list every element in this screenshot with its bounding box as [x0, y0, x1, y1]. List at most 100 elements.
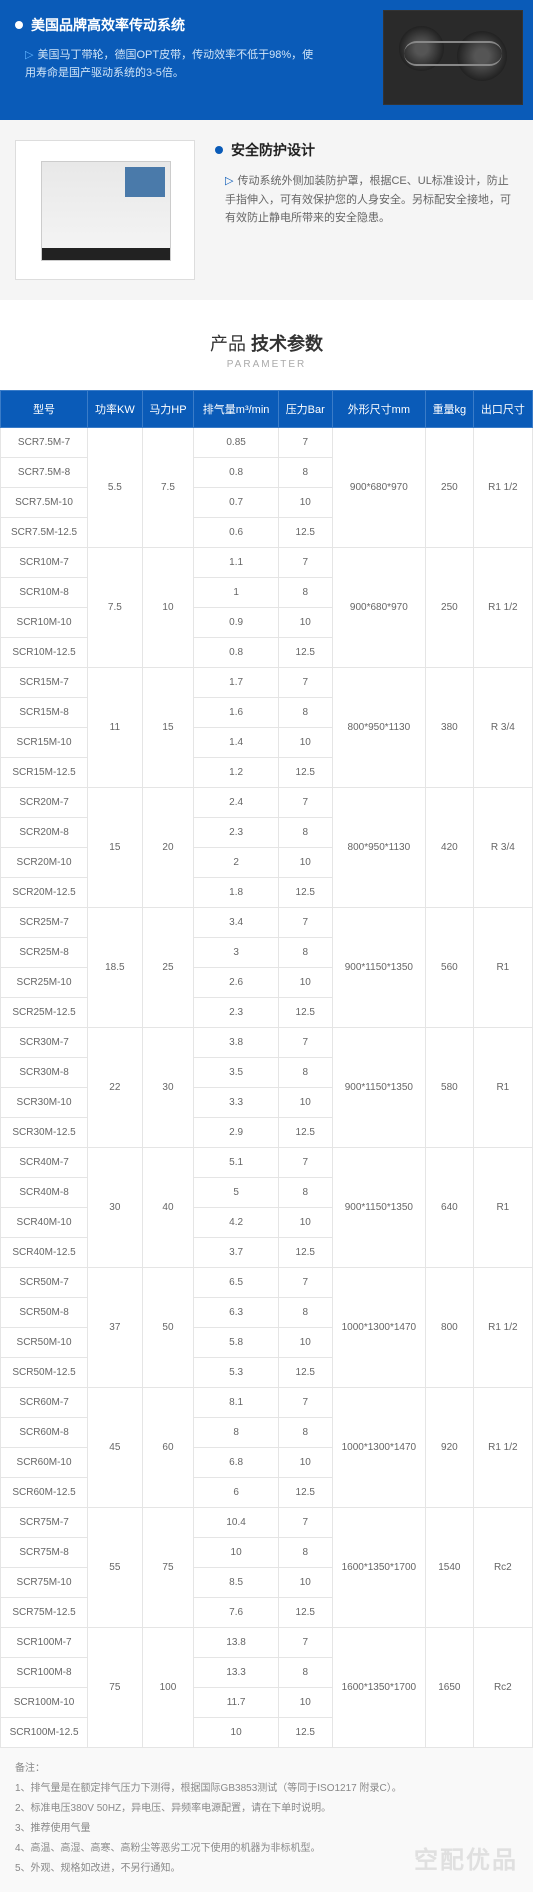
cell-air: 1.2	[194, 758, 279, 788]
cell-kw: 30	[88, 1148, 142, 1268]
table-row: SCR30M-722303.87900*1150*1350580R1	[1, 1028, 533, 1058]
feature-section-1: 美国品牌高效率传动系统 ▷美国马丁带轮，德国OPT皮带，传动效率不低于98%，使…	[0, 0, 533, 120]
cell-air: 0.8	[194, 638, 279, 668]
cell-air: 8.5	[194, 1568, 279, 1598]
cell-model: SCR25M-8	[1, 938, 88, 968]
cell-dim: 1600*1350*1700	[332, 1508, 425, 1628]
cell-air: 8.1	[194, 1388, 279, 1418]
note-line: 2、标准电压380V 50HZ，异电压、异频率电源配置，请在下单时说明。	[15, 1800, 518, 1818]
notes-title: 备注：	[15, 1760, 518, 1778]
cell-model: SCR75M-10	[1, 1568, 88, 1598]
cell-model: SCR10M-7	[1, 548, 88, 578]
cell-bar: 12.5	[278, 1358, 332, 1388]
cell-air: 2.9	[194, 1118, 279, 1148]
table-row: SCR40M-730405.17900*1150*1350640R1	[1, 1148, 533, 1178]
params-subtitle: PARAMETER	[0, 359, 533, 370]
cell-bar: 8	[278, 1538, 332, 1568]
cell-dim: 900*680*970	[332, 548, 425, 668]
cell-air: 0.8	[194, 458, 279, 488]
cell-bar: 7	[278, 428, 332, 458]
cell-port: R 3/4	[473, 788, 532, 908]
section2-title-text: 安全防护设计	[231, 140, 315, 160]
cell-model: SCR20M-8	[1, 818, 88, 848]
cell-wt: 250	[426, 548, 474, 668]
table-row: SCR7.5M-75.57.50.857900*680*970250R1 1/2	[1, 428, 533, 458]
table-row: SCR75M-7557510.471600*1350*17001540Rc2	[1, 1508, 533, 1538]
cell-hp: 50	[142, 1268, 194, 1388]
cell-air: 2.4	[194, 788, 279, 818]
cell-kw: 15	[88, 788, 142, 908]
cell-model: SCR30M-8	[1, 1058, 88, 1088]
cell-hp: 20	[142, 788, 194, 908]
cell-bar: 12.5	[278, 638, 332, 668]
cell-model: SCR50M-7	[1, 1268, 88, 1298]
notes-section: 备注： 1、排气量是在额定排气压力下测得，根据国际GB3853测试（等同于ISO…	[0, 1748, 533, 1892]
cell-air: 0.9	[194, 608, 279, 638]
cell-bar: 10	[278, 608, 332, 638]
table-header: 压力Bar	[278, 391, 332, 428]
cell-kw: 11	[88, 668, 142, 788]
cell-kw: 55	[88, 1508, 142, 1628]
cell-air: 6.5	[194, 1268, 279, 1298]
cell-hp: 100	[142, 1628, 194, 1748]
cell-bar: 7	[278, 1148, 332, 1178]
cell-air: 6	[194, 1478, 279, 1508]
arrow-icon: ▷	[25, 49, 33, 61]
params-table: 型号功率KW马力HP排气量m³/min压力Bar外形尺寸mm重量kg出口尺寸 S…	[0, 390, 533, 1748]
cell-bar: 8	[278, 578, 332, 608]
cell-air: 6.3	[194, 1298, 279, 1328]
cell-port: R 3/4	[473, 668, 532, 788]
cell-model: SCR100M-10	[1, 1688, 88, 1718]
cell-model: SCR25M-7	[1, 908, 88, 938]
cell-bar: 12.5	[278, 1598, 332, 1628]
product-image	[15, 140, 195, 280]
cell-air: 1.4	[194, 728, 279, 758]
cell-bar: 10	[278, 728, 332, 758]
cell-bar: 10	[278, 488, 332, 518]
cell-model: SCR20M-10	[1, 848, 88, 878]
cell-bar: 12.5	[278, 1478, 332, 1508]
cell-kw: 18.5	[88, 908, 142, 1028]
cell-air: 3.8	[194, 1028, 279, 1058]
cell-model: SCR100M-12.5	[1, 1718, 88, 1748]
cell-bar: 7	[278, 788, 332, 818]
cell-wt: 580	[426, 1028, 474, 1148]
cell-bar: 10	[278, 1328, 332, 1358]
cell-dim: 800*950*1130	[332, 668, 425, 788]
table-row: SCR60M-745608.171000*1300*1470920R1 1/2	[1, 1388, 533, 1418]
cell-bar: 8	[278, 698, 332, 728]
cell-hp: 75	[142, 1508, 194, 1628]
arrow-icon: ▷	[225, 175, 233, 187]
cell-air: 6.8	[194, 1448, 279, 1478]
table-header: 马力HP	[142, 391, 194, 428]
cell-air: 1	[194, 578, 279, 608]
cell-model: SCR40M-10	[1, 1208, 88, 1238]
cell-bar: 12.5	[278, 1118, 332, 1148]
cell-air: 3.4	[194, 908, 279, 938]
cell-model: SCR60M-10	[1, 1448, 88, 1478]
cell-bar: 8	[278, 1058, 332, 1088]
cell-model: SCR7.5M-10	[1, 488, 88, 518]
cell-dim: 900*1150*1350	[332, 1148, 425, 1268]
cell-model: SCR75M-8	[1, 1538, 88, 1568]
cell-model: SCR20M-7	[1, 788, 88, 818]
cell-port: Rc2	[473, 1508, 532, 1628]
cell-hp: 7.5	[142, 428, 194, 548]
cell-bar: 12.5	[278, 998, 332, 1028]
table-header: 排气量m³/min	[194, 391, 279, 428]
cell-air: 4.2	[194, 1208, 279, 1238]
cell-air: 13.3	[194, 1658, 279, 1688]
section2-desc: ▷传动系统外侧加装防护罩，根据CE、UL标准设计，防止手指伸入，可有效保护您的人…	[215, 172, 518, 228]
cell-model: SCR40M-8	[1, 1178, 88, 1208]
cell-bar: 12.5	[278, 1238, 332, 1268]
cell-bar: 10	[278, 1208, 332, 1238]
cell-air: 13.8	[194, 1628, 279, 1658]
cell-air: 5	[194, 1178, 279, 1208]
params-title-bold: 技术参数	[251, 334, 323, 354]
cell-model: SCR10M-8	[1, 578, 88, 608]
cell-dim: 900*680*970	[332, 428, 425, 548]
cell-port: R1 1/2	[473, 1388, 532, 1508]
cell-bar: 8	[278, 1178, 332, 1208]
cell-dim: 900*1150*1350	[332, 1028, 425, 1148]
cell-air: 5.3	[194, 1358, 279, 1388]
